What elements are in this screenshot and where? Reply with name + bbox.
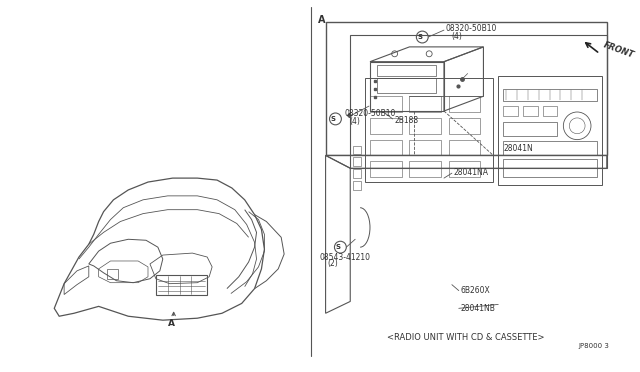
Bar [350, 35, 607, 168]
Bar [106, 269, 118, 279]
Bar [353, 145, 361, 154]
Bar [523, 106, 538, 116]
Text: <RADIO UNIT WITH CD & CASSETTE>: <RADIO UNIT WITH CD & CASSETTE> [387, 333, 545, 343]
Bar [499, 77, 602, 185]
Bar [449, 161, 481, 177]
Bar [353, 169, 361, 178]
Text: (4): (4) [349, 118, 360, 126]
Text: S: S [336, 244, 341, 250]
Bar [365, 78, 493, 182]
Bar [370, 161, 401, 177]
Text: S: S [418, 34, 423, 40]
Bar [353, 157, 361, 166]
Text: S: S [331, 116, 336, 122]
Bar [410, 140, 441, 155]
Text: 28041NB: 28041NB [461, 304, 495, 313]
Text: A: A [168, 319, 175, 328]
Bar [449, 118, 481, 134]
Bar [410, 96, 441, 112]
Bar [353, 181, 361, 190]
Bar [410, 161, 441, 177]
Bar [326, 22, 607, 155]
Bar [410, 118, 441, 134]
Text: 08320-50B10: 08320-50B10 [344, 109, 396, 118]
Bar [503, 141, 597, 155]
Text: 08543-41210: 08543-41210 [319, 253, 371, 262]
Text: FRONT: FRONT [602, 40, 635, 60]
Text: A: A [317, 15, 325, 25]
Text: 28041NA: 28041NA [454, 168, 489, 177]
Bar [370, 140, 401, 155]
Bar [449, 140, 481, 155]
Bar [377, 78, 436, 93]
Bar [156, 275, 207, 295]
Bar [503, 159, 597, 177]
Text: (4): (4) [451, 32, 461, 41]
Bar [503, 106, 518, 116]
Text: 2B188: 2B188 [395, 116, 419, 125]
Text: 08320-50B10: 08320-50B10 [446, 24, 497, 33]
Text: 6B260X: 6B260X [461, 286, 490, 295]
Bar [449, 96, 481, 112]
Text: 28041N: 28041N [503, 144, 533, 153]
Bar [370, 118, 401, 134]
Bar [503, 122, 557, 136]
Bar [370, 96, 401, 112]
Bar [543, 106, 557, 116]
Text: JP8000 3: JP8000 3 [579, 343, 610, 349]
Bar [377, 65, 436, 77]
Bar [503, 89, 597, 101]
Text: (2): (2) [328, 259, 339, 269]
